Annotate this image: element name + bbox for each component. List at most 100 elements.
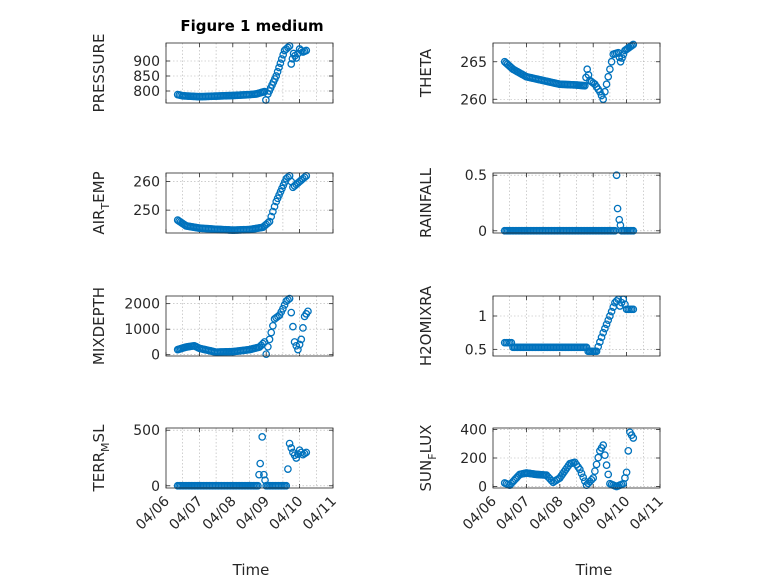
y-axis-label-part: SL <box>90 424 108 443</box>
data-point <box>618 54 626 62</box>
y-tick-label: 260 <box>133 175 160 191</box>
y-tick-label: 900 <box>133 54 160 70</box>
data-point <box>287 444 296 452</box>
subplot-rainfall: 0 0.5 RAINFALL <box>417 167 661 240</box>
data-point <box>592 347 601 356</box>
data-point <box>599 441 608 449</box>
data-point <box>285 294 294 303</box>
data-point <box>587 475 596 484</box>
data-point <box>602 461 611 469</box>
x-tick-label: 04/07 <box>166 494 206 534</box>
data-point <box>629 226 638 235</box>
data-point <box>628 41 636 50</box>
data-point <box>300 173 309 182</box>
data-point <box>622 468 631 477</box>
data-point <box>629 305 638 314</box>
data-point <box>273 67 282 76</box>
axes-frame <box>492 172 661 234</box>
data-point <box>299 324 307 332</box>
x-tick-label: 04/08 <box>527 494 567 534</box>
y-axis-label: RAINFALL <box>417 167 435 238</box>
data-point <box>592 460 601 469</box>
data-point <box>297 335 306 344</box>
data-point <box>287 308 296 317</box>
data-point <box>591 467 599 476</box>
axes-frame <box>492 295 661 357</box>
data-point <box>279 50 288 59</box>
data-point <box>284 465 292 473</box>
data-point <box>264 219 272 227</box>
data-point <box>602 80 611 89</box>
x-tick-label: 04/10 <box>267 494 307 534</box>
y-axis-label: TERRMSL <box>90 424 112 493</box>
x-axis-label-left: Time <box>232 561 270 579</box>
data-point <box>297 46 306 55</box>
x-tick-label: 04/10 <box>594 494 634 534</box>
x-tick-label: 04/06 <box>133 493 173 533</box>
data-point <box>615 215 624 224</box>
data-point <box>614 48 623 57</box>
data-point <box>302 448 311 457</box>
data-point <box>594 342 603 351</box>
data-point <box>284 295 292 304</box>
subplot-theta: 260 265 THETA <box>417 40 661 108</box>
data-point <box>260 470 268 479</box>
figure-title: Figure 1 medium <box>180 17 323 35</box>
data-point <box>613 204 622 213</box>
data-point <box>612 171 621 180</box>
y-axis-label-subscript: M <box>99 442 112 452</box>
y-axis-label-subscript: F <box>426 453 439 459</box>
y-axis-label-part: LUX <box>417 425 435 454</box>
data-point <box>604 470 613 479</box>
subplot-sun-flux: 0 200 400 SUNFLUX 04/0604/0704/0804/0904/100… <box>417 422 667 533</box>
data-point <box>292 54 301 62</box>
axes-frame <box>165 427 334 489</box>
axes-frame <box>492 42 661 104</box>
y-axis-label: PRESSURE <box>90 34 108 113</box>
data-point <box>269 207 277 216</box>
data-point <box>264 342 272 351</box>
data-point <box>254 481 262 490</box>
x-tick-label: 04/11 <box>300 494 340 534</box>
data-point <box>599 95 608 104</box>
data-point <box>601 87 609 96</box>
data-point <box>616 57 625 66</box>
data-point <box>292 341 301 350</box>
y-tick-label: 850 <box>133 69 160 85</box>
data-point <box>256 459 265 468</box>
data-point <box>270 202 279 211</box>
x-tick-label: 04/09 <box>560 494 600 534</box>
data-point <box>279 304 287 313</box>
data-point <box>289 322 297 331</box>
data-point <box>302 46 311 55</box>
x-tick-label: 04/07 <box>493 494 533 534</box>
y-tick-label: 0 <box>478 224 487 240</box>
data-point <box>596 338 604 346</box>
y-tick-label: 0.5 <box>465 168 487 184</box>
data-point <box>285 439 294 448</box>
subplot-mixdepth: 0 1000 2000 MIXDEPTH <box>90 287 334 365</box>
data-point <box>287 60 296 68</box>
data-point <box>300 449 309 458</box>
data-point <box>262 350 271 359</box>
data-point <box>267 212 276 221</box>
y-tick-label: 500 <box>133 423 160 439</box>
data-point <box>606 65 614 74</box>
y-tick-label: 1 <box>478 309 487 325</box>
data-point <box>599 328 608 337</box>
data-point <box>267 328 276 337</box>
y-axis-label-part: EMP <box>90 171 108 202</box>
data-point <box>601 451 609 459</box>
data-point <box>579 473 588 482</box>
axes-frame <box>492 427 661 489</box>
y-tick-label: 200 <box>460 451 487 467</box>
x-tick-label: 04/09 <box>233 494 273 534</box>
x-tick-label: 04/11 <box>627 494 667 534</box>
x-axis-label-right: Time <box>575 561 613 579</box>
axes-frame <box>165 295 334 357</box>
data-point <box>295 340 304 349</box>
data-point <box>597 333 606 342</box>
y-axis-label: MIXDEPTH <box>90 287 108 365</box>
